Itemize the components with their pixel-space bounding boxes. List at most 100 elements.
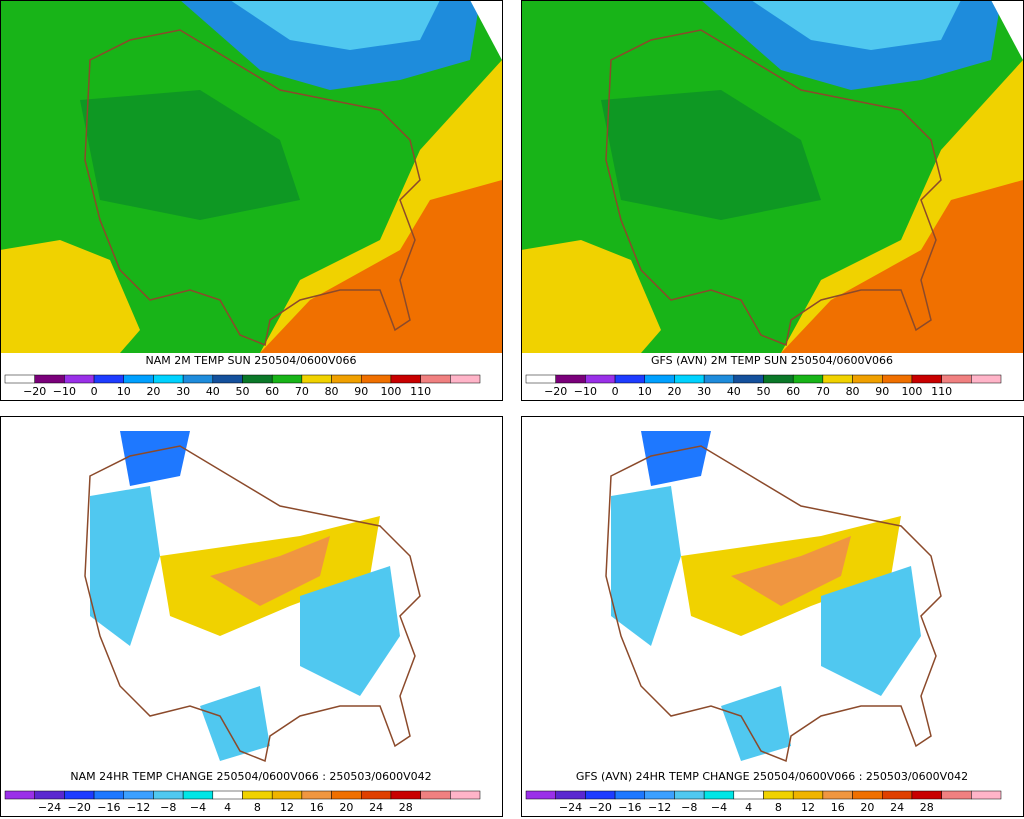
colorbar-label: 70 [816,385,830,398]
colorbar-label: 40 [727,385,741,398]
colorbar-label: 24 [369,801,383,814]
colorbar-swatch [390,374,421,384]
colorbar-label: 80 [325,385,339,398]
colorbar-label: 8 [775,801,782,814]
colorbar-swatch [644,374,675,384]
colorbar-label: 100 [380,385,401,398]
colorbar-swatch [153,374,184,384]
cool-west [611,486,681,646]
colorbar-swatch [271,374,303,384]
colder-region [230,0,440,50]
colorbar-label: 30 [697,385,711,398]
colorbar-swatch [792,790,824,800]
colorbar-label: −16 [97,801,120,814]
colorbar-swatch [585,790,616,800]
panel-title: GFS (AVN) 2M TEMP SUN 250504/0600V066 [651,354,893,367]
colorbar-swatch [674,790,705,800]
colorbar-label: −12 [648,801,671,814]
colorbar-swatch [941,790,972,800]
colorbar-swatch [420,790,451,800]
colorbar-swatch [361,790,392,800]
colorbar-label: −20 [68,801,91,814]
panel: GFS (AVN) 24HR TEMP CHANGE 250504/0600V0… [521,416,1024,817]
colorbar-swatch [64,374,95,384]
colorbar-swatch [4,790,35,800]
colorbar-label: 100 [901,385,922,398]
hot-region [260,180,502,353]
colorbar-label: 12 [801,801,815,814]
colorbar-swatch [555,790,586,800]
colorbar-label: 90 [875,385,889,398]
colorbar-swatch [331,790,362,800]
cold-north [120,431,190,486]
colorbar-swatch [822,790,853,800]
colorbar-swatch [212,374,243,384]
colorbar-swatch [271,790,303,800]
colorbar-label: 4 [745,801,752,814]
colorbar-swatch [390,790,421,800]
colorbar-swatch [733,374,764,384]
panel-title: NAM 24HR TEMP CHANGE 250504/0600V066 : 2… [70,770,431,783]
colorbar-swatch [123,374,154,384]
colorbar-label: −20 [589,801,612,814]
colorbar-label: −10 [53,385,76,398]
colorbar-swatch [971,374,1002,384]
colorbar-swatch [153,790,184,800]
colorbar-swatch [93,374,124,384]
colorbar-label: −20 [23,385,46,398]
colorbar-swatch [93,790,124,800]
colorbar-swatch [450,790,481,800]
colorbar-label: −24 [559,801,582,814]
colorbar-label: −4 [711,801,727,814]
west-warm [0,240,140,353]
colorbar-swatch [703,374,735,384]
colorbar-swatch [525,374,556,384]
colorbar-label: 10 [638,385,652,398]
colorbar-swatch [555,374,586,384]
colorbar-swatch [182,374,214,384]
colorbar-swatch [822,374,853,384]
coastline [84,445,421,763]
colorbar-swatch [911,790,942,800]
colorbar-label: 16 [831,801,845,814]
colorbar-label: 4 [224,801,231,814]
colorbar-swatch [242,374,273,384]
colorbar-label: −8 [681,801,697,814]
colorbar-label: 0 [612,385,619,398]
colorbar-swatch [644,790,675,800]
colorbar-swatch [703,790,735,800]
dark-green [601,90,821,220]
colorbar-label: −4 [190,801,206,814]
colorbar-swatch [331,374,362,384]
colorbar-label: 40 [206,385,220,398]
colorbar-swatch [34,790,65,800]
colorbar-label: 28 [920,801,934,814]
colorbar-swatch [941,374,972,384]
cool-south [200,686,270,761]
coastline [605,445,942,763]
colorbar-label: −16 [618,801,641,814]
colorbar-label: 70 [295,385,309,398]
colorbar-swatch [852,790,883,800]
colorbar-label: −10 [574,385,597,398]
colorbar-label: 0 [91,385,98,398]
colorbar-swatch [882,374,913,384]
colorbar-swatch [674,374,705,384]
colorbar-label: 20 [146,385,160,398]
far-east [991,0,1023,60]
colder-region [751,0,961,50]
colorbar-swatch [450,374,481,384]
hot-region [781,180,1023,353]
colorbar-label: 24 [890,801,904,814]
colorbar-swatch [614,374,645,384]
colorbar-swatch [882,790,913,800]
warm-core [731,536,851,606]
colorbar-swatch [301,790,332,800]
map [521,416,1023,771]
cool-east [821,566,921,696]
panel: NAM 2M TEMP SUN 250504/0600V066 −20 −10 0 10… [0,0,503,401]
map [0,416,502,771]
colorbar-label: 20 [339,801,353,814]
panel-border [0,0,503,401]
colorbar-label: 50 [757,385,771,398]
